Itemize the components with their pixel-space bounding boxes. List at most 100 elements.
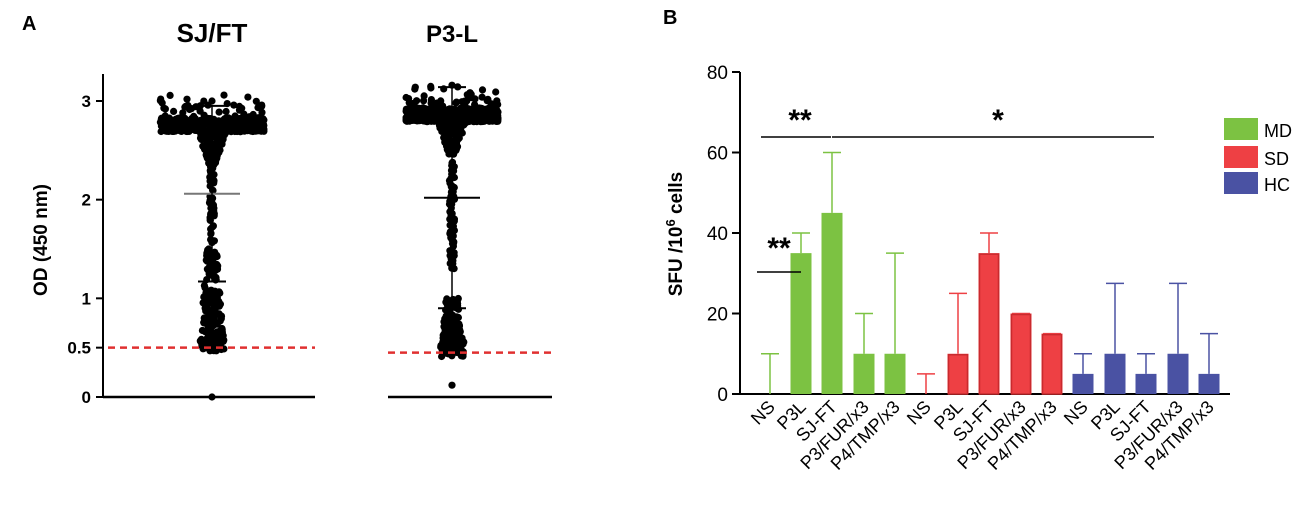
- bar-md: [821, 212, 843, 394]
- point-p3l: [452, 98, 461, 106]
- bar-md: [884, 353, 906, 394]
- point-sjft: [213, 251, 221, 259]
- category-label: NS: [1060, 397, 1092, 429]
- point-sjft: [161, 112, 169, 120]
- sig-label-ns-sjft: **: [788, 104, 812, 137]
- point-sjft: [216, 300, 224, 308]
- point-sjft: [252, 97, 260, 105]
- point-sjft: [240, 124, 249, 133]
- point-p3l: [486, 115, 494, 123]
- point-sjft: [222, 129, 230, 137]
- point-sjft: [207, 210, 215, 218]
- point-sjft: [183, 125, 191, 133]
- panel-b-legend: MD SD HC: [1224, 118, 1292, 195]
- point-p3l: [442, 107, 451, 115]
- point-sjft: [201, 114, 209, 122]
- point-sjft: [244, 93, 252, 101]
- point-sjft: [212, 294, 220, 302]
- point-p3l: [447, 175, 455, 183]
- panel-b-ytick-label: 20: [707, 305, 728, 326]
- point-sjft: [198, 326, 206, 335]
- point-p3l: [458, 118, 466, 126]
- point-sjft: [251, 125, 259, 133]
- panel-b-ytick-label: 60: [707, 144, 728, 165]
- point-p3l: [407, 107, 415, 116]
- panel-a-ytick-label: 2: [82, 191, 91, 210]
- point-p3l: [405, 99, 413, 107]
- bar-outline-sd: [1010, 313, 1032, 395]
- point-sjft: [209, 318, 218, 326]
- point-sjft: [187, 105, 196, 113]
- point-p3l: [452, 116, 460, 124]
- point-sjft: [216, 317, 224, 325]
- category-label: NS: [903, 397, 935, 429]
- legend-label-hc: HC: [1264, 175, 1290, 195]
- category-label: NS: [747, 397, 779, 429]
- point-sjft: [208, 288, 216, 296]
- point-sjft: [196, 337, 204, 345]
- panel-label-b: B: [663, 7, 677, 29]
- point-sjft: [160, 104, 168, 112]
- point-sjft: [215, 310, 223, 318]
- point-p3l: [456, 336, 464, 344]
- point-sjft: [212, 273, 220, 282]
- bar-md: [853, 353, 875, 394]
- point-sjft: [211, 145, 219, 153]
- bar-sd: [1010, 313, 1032, 394]
- point-sjft: [203, 313, 211, 322]
- point-sjft: [186, 117, 194, 125]
- bar-sd: [1041, 333, 1063, 394]
- point-sjft: [218, 140, 226, 148]
- point-sjft: [197, 128, 205, 136]
- point-p3l: [433, 99, 441, 107]
- group-title-p3l: P3-L: [426, 21, 478, 48]
- legend-swatch-md: [1224, 118, 1258, 140]
- point-p3l: [409, 113, 417, 121]
- point-sjft: [200, 292, 208, 301]
- point-p3l: [454, 342, 462, 350]
- sig-label-sjft-hc: *: [992, 104, 1004, 137]
- point-sjft: [258, 101, 266, 109]
- bar-outline-sd: [947, 354, 969, 395]
- point-p3l: [448, 352, 456, 360]
- point-sjft: [206, 299, 215, 307]
- legend-swatch-sd: [1224, 146, 1258, 168]
- point-p3l: [444, 137, 453, 145]
- point-sjft: [260, 116, 268, 124]
- point-p3l: [484, 95, 492, 103]
- panel-b-annotations: **** *: [757, 104, 1154, 273]
- point-p3l: [439, 334, 447, 342]
- point-p3l: [420, 97, 428, 105]
- point-sjft: [202, 256, 210, 264]
- point-sjft: [208, 97, 216, 105]
- point-p3l: [419, 104, 427, 112]
- panel-b-ytick-label: 40: [707, 224, 728, 245]
- point-p3l: [427, 82, 435, 90]
- point-sjft: [203, 134, 211, 142]
- legend-label-sd: SD: [1264, 149, 1289, 169]
- point-p3l: [411, 83, 419, 91]
- point-p3l: [450, 150, 458, 158]
- bar-hc: [1135, 373, 1157, 394]
- point-p3l: [452, 328, 460, 336]
- point-sjft: [222, 114, 230, 122]
- point-p3l: [493, 97, 501, 105]
- point-sjft: [258, 108, 266, 116]
- point-sjft: [235, 106, 244, 114]
- point-sjft: [248, 119, 256, 127]
- point-sjft: [161, 126, 169, 134]
- point-sjft: [199, 299, 207, 307]
- point-p3l: [485, 105, 493, 113]
- point-p3l: [494, 114, 502, 122]
- point-p3l: [467, 90, 475, 98]
- legend-swatch-hc: [1224, 172, 1258, 194]
- point-p3l: [435, 119, 443, 127]
- point-p3l: [419, 113, 427, 121]
- point-sjft: [222, 107, 230, 116]
- point-sjft: [195, 119, 203, 127]
- panel-b-ytick-label: 80: [707, 63, 728, 84]
- point-sjft: [209, 338, 217, 346]
- point-sjft: [214, 127, 222, 135]
- panel-b-bars: [761, 151, 1220, 395]
